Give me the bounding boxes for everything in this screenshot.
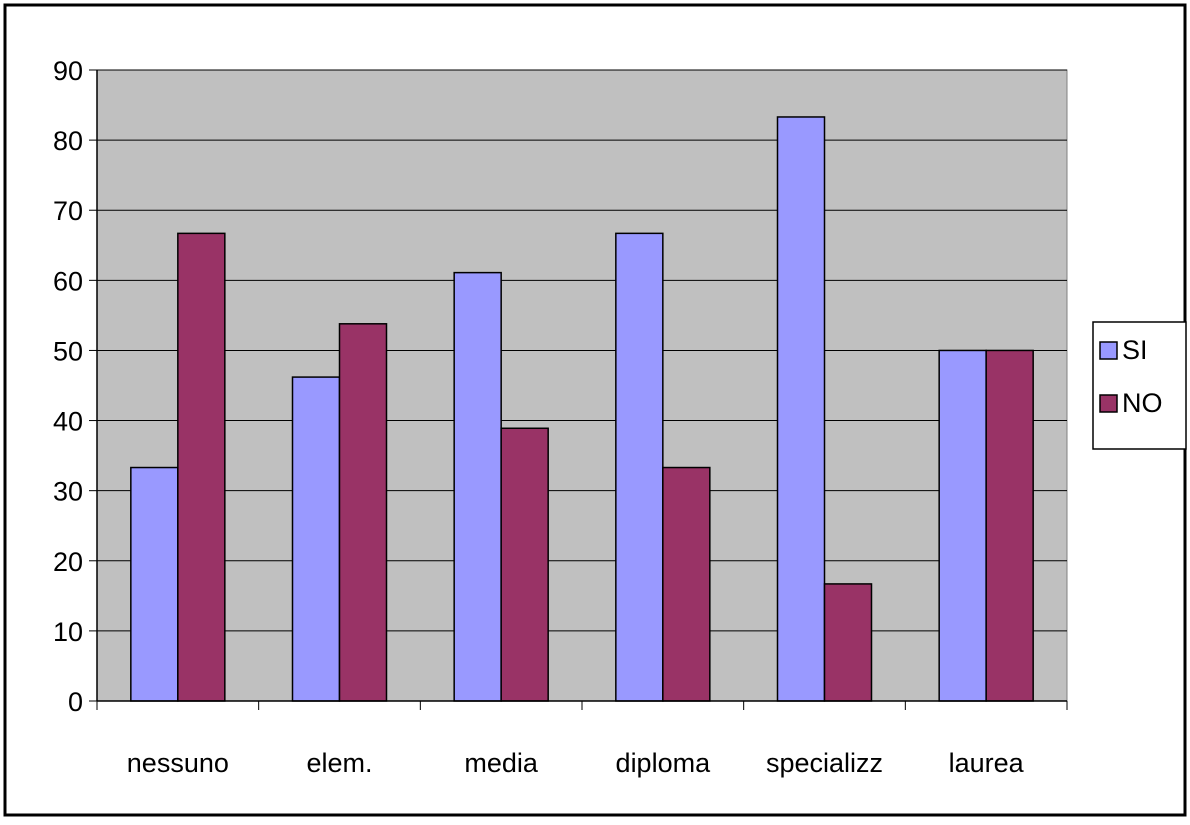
grid-lines — [97, 69, 1067, 632]
x-tick-labels: nessuno elem. media diploma specializz laurea — [127, 748, 1025, 778]
x-tick-label: media — [464, 748, 539, 778]
legend-label-si: SI — [1122, 335, 1148, 365]
y-tick-label: 20 — [53, 547, 83, 577]
legend-swatch-no — [1099, 394, 1118, 413]
bar-si-3 — [615, 232, 664, 702]
bar-si-4 — [776, 116, 826, 702]
y-tick-label: 10 — [53, 617, 83, 647]
x-tick-label: nessuno — [127, 748, 229, 778]
y-tick-label: 80 — [53, 126, 83, 156]
legend-swatch-si — [1099, 341, 1118, 360]
y-tick-labels: 0 10 20 30 40 50 60 70 80 90 — [53, 56, 83, 717]
y-tick-label: 30 — [53, 477, 83, 507]
x-tick-label: laurea — [949, 748, 1025, 778]
bar-si-1 — [291, 376, 341, 702]
bar-no-1 — [338, 323, 388, 702]
x-tick-label: specializz — [766, 748, 883, 778]
legend: SI NO — [1092, 321, 1187, 450]
y-tick-label: 50 — [53, 336, 83, 366]
legend-label-no: NO — [1122, 388, 1163, 418]
bar-no-3 — [662, 466, 711, 702]
axes — [89, 69, 1068, 710]
y-tick-label: 60 — [53, 266, 83, 296]
plot-area — [96, 69, 1068, 702]
x-tick-label: diploma — [616, 748, 712, 778]
bar-no-4 — [823, 583, 873, 702]
bar-si-2 — [453, 271, 502, 702]
y-tick-label: 90 — [53, 56, 83, 86]
bar-si-0 — [130, 466, 179, 702]
bars — [130, 116, 1034, 702]
bar-no-2 — [500, 427, 549, 702]
y-tick-label: 40 — [53, 407, 83, 437]
y-tick-label: 70 — [53, 196, 83, 226]
bar-si-5 — [938, 349, 987, 702]
bar-no-5 — [985, 349, 1034, 702]
y-tick-label: 0 — [68, 687, 83, 717]
bar-no-0 — [177, 232, 226, 702]
x-tick-label: elem. — [306, 748, 372, 778]
